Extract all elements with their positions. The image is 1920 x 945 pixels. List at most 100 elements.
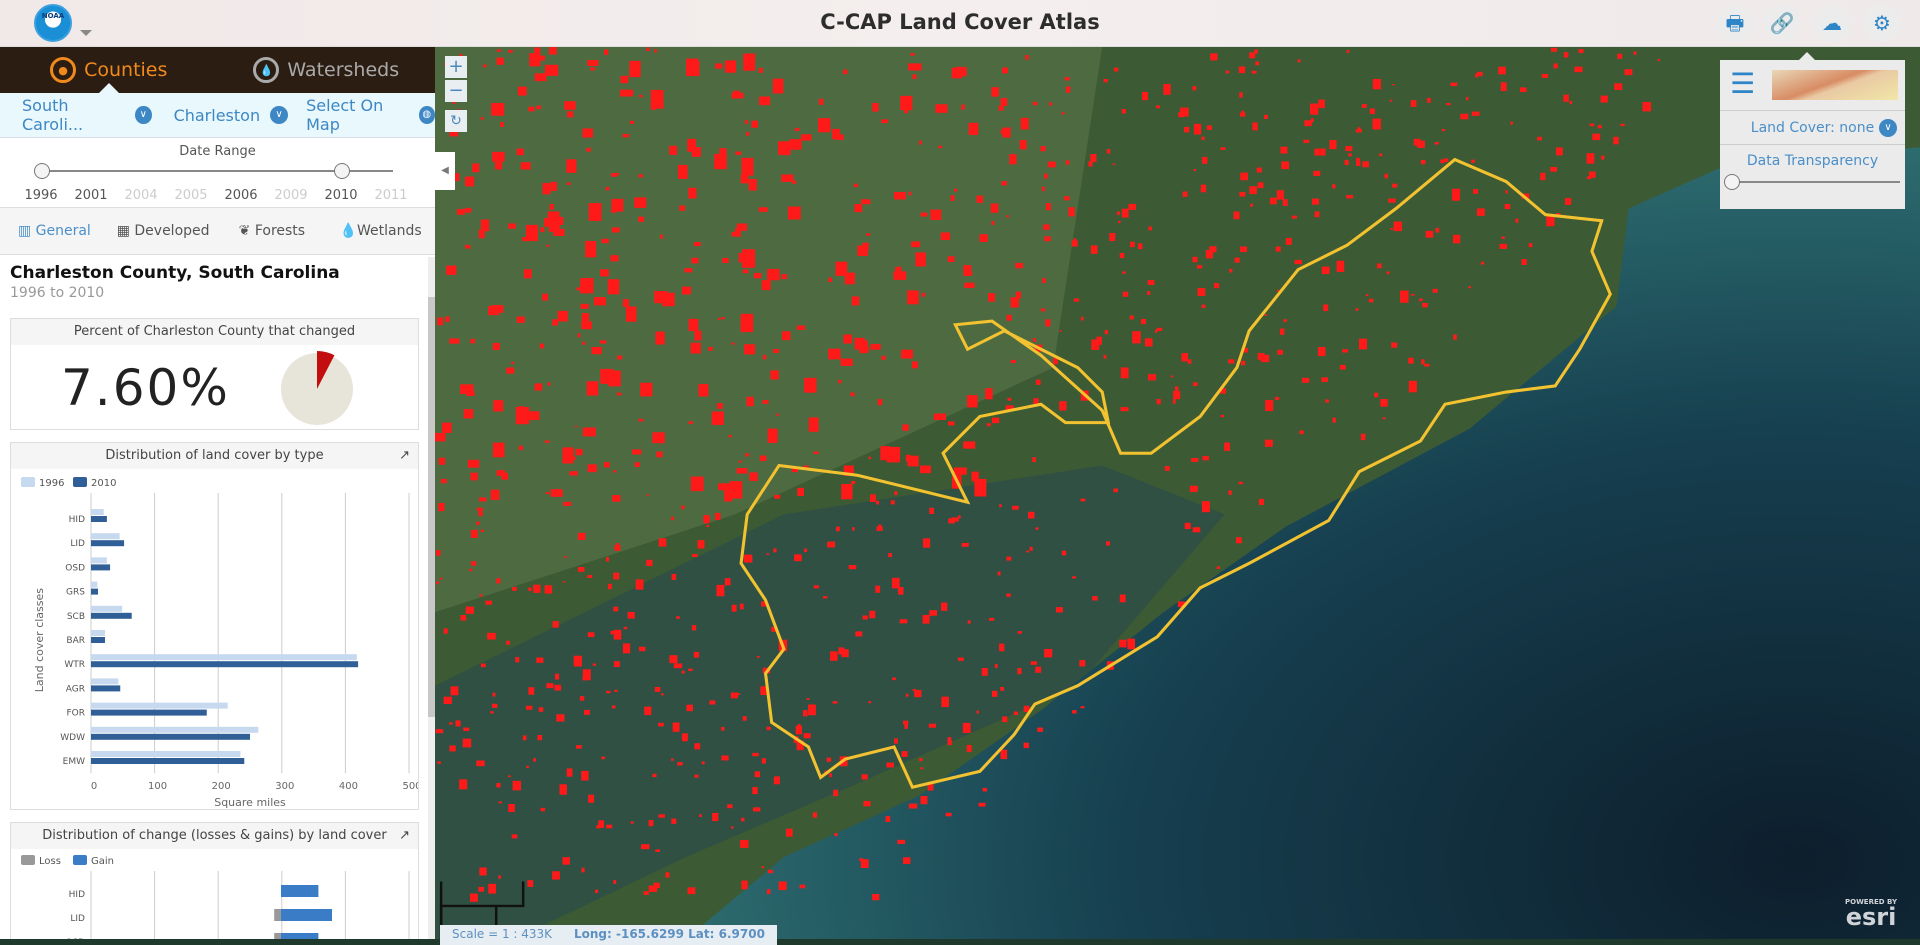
change-patch — [1092, 596, 1098, 601]
change-patch — [611, 198, 624, 212]
change-patch — [904, 724, 908, 729]
change-patch — [525, 224, 538, 242]
change-patch — [951, 67, 963, 79]
change-patch — [736, 468, 748, 474]
change-patch — [582, 427, 596, 437]
print-button[interactable]: 🖶 — [1716, 4, 1754, 42]
x-tick-label: 0 — [91, 781, 97, 792]
collapse-sidebar-button[interactable]: ◀ — [435, 152, 455, 190]
date-range-track[interactable] — [42, 170, 393, 172]
sidebar-scrollbar[interactable] — [428, 257, 435, 939]
change-patch — [557, 310, 568, 322]
change-patch — [957, 657, 964, 661]
settings-button[interactable]: ⚙ — [1863, 4, 1901, 42]
change-patch — [691, 257, 699, 264]
year-tick-2004[interactable]: 2004 — [124, 188, 158, 203]
change-patch — [1476, 71, 1483, 77]
change-patch — [1044, 173, 1048, 179]
change-patch — [948, 518, 955, 524]
map-canvas[interactable] — [435, 47, 1920, 939]
county-dropdown[interactable]: Charleston ∨ — [174, 106, 289, 125]
noaa-logo[interactable]: NOAA — [34, 4, 72, 42]
change-patch — [743, 53, 756, 71]
tab-counties[interactable]: ● Counties — [0, 47, 218, 93]
change-patch — [1510, 121, 1514, 125]
change-patch — [920, 767, 924, 770]
change-patch — [940, 232, 951, 241]
chevron-down-icon[interactable] — [80, 30, 92, 42]
change-patch — [1452, 234, 1461, 244]
change-patch — [1241, 360, 1246, 366]
change-patch — [1059, 401, 1067, 411]
change-patch — [587, 60, 599, 66]
year-tick-2009[interactable]: 2009 — [274, 188, 308, 203]
change-patch — [829, 773, 832, 778]
tab-forests[interactable]: ❦ Forests — [218, 223, 327, 239]
tab-watersheds[interactable]: 💧 Watersheds — [218, 47, 436, 93]
change-patch — [728, 435, 732, 438]
change-patch — [467, 459, 480, 468]
change-patch — [554, 673, 560, 680]
year-tick-1996[interactable]: 1996 — [24, 188, 58, 203]
zoom-in-button[interactable]: + — [445, 56, 467, 78]
change-patch — [1113, 488, 1119, 493]
change-patch — [1241, 110, 1245, 114]
change-patch — [579, 696, 585, 701]
start-year-handle[interactable] — [34, 163, 50, 179]
change-patch — [1588, 171, 1596, 178]
change-patch — [517, 86, 527, 96]
change-patch — [492, 442, 505, 458]
change-patch — [542, 182, 551, 195]
change-patch — [1592, 133, 1601, 141]
change-patch — [1035, 527, 1039, 530]
land-cover-dropdown[interactable]: Land Cover: none ∨ — [1720, 110, 1905, 144]
change-patch — [1355, 129, 1362, 133]
basemap-thumbnail[interactable] — [1772, 70, 1898, 100]
change-patch — [1116, 211, 1120, 216]
external-link-icon[interactable]: ↗ — [399, 828, 410, 843]
reset-view-button[interactable]: ↻ — [445, 110, 467, 132]
date-range-slider[interactable]: Date Range 1996 2001 2004 2005 2006 2009 2010 2… — [0, 138, 435, 208]
external-link-icon[interactable]: ↗ — [399, 448, 410, 463]
tab-developed[interactable]: ▦ Developed — [109, 223, 218, 239]
state-dropdown[interactable]: South Caroli... ∨ — [22, 96, 152, 134]
change-patch — [843, 334, 853, 344]
change-patch — [1120, 367, 1129, 379]
year-tick-2001[interactable]: 2001 — [74, 188, 108, 203]
change-patch — [443, 696, 452, 705]
transparency-slider[interactable] — [1732, 181, 1900, 183]
year-tick-2010[interactable]: 2010 — [324, 188, 358, 203]
download-button[interactable]: ☁ — [1813, 4, 1851, 42]
change-patch — [1476, 208, 1485, 216]
year-tick-2011[interactable]: 2011 — [374, 188, 408, 203]
year-tick-2006[interactable]: 2006 — [224, 188, 258, 203]
change-patch — [598, 820, 605, 828]
change-patch — [651, 107, 656, 110]
map-view[interactable] — [435, 47, 1920, 939]
change-patch — [1297, 59, 1301, 63]
change-patch — [1310, 103, 1319, 115]
change-patch — [722, 257, 729, 263]
tab-wetlands[interactable]: 💧Wetlands — [326, 223, 435, 239]
tab-general[interactable]: ▥ General — [0, 223, 109, 239]
chart-title: Distribution of land cover by type — [105, 448, 324, 463]
change-patch — [736, 223, 748, 231]
change-patch — [812, 812, 818, 818]
change-patch — [1228, 359, 1235, 364]
change-patch — [622, 133, 629, 138]
legend-list-icon[interactable]: ☰ — [1730, 67, 1756, 100]
zoom-out-button[interactable]: − — [445, 80, 467, 102]
change-patch — [963, 265, 972, 276]
end-year-handle[interactable] — [334, 163, 350, 179]
change-patch — [1384, 173, 1389, 179]
change-patch — [1122, 271, 1126, 274]
scrollbar-thumb[interactable] — [428, 297, 435, 717]
year-tick-2005[interactable]: 2005 — [174, 188, 208, 203]
change-patch — [1264, 439, 1273, 447]
change-patch — [801, 134, 812, 141]
change-patch — [1528, 243, 1533, 248]
transparency-slider-handle[interactable] — [1724, 174, 1740, 190]
select-on-map-button[interactable]: Select On Map ◍ — [306, 96, 435, 134]
share-link-button[interactable]: 🔗 — [1763, 4, 1801, 42]
change-patch — [850, 392, 855, 397]
